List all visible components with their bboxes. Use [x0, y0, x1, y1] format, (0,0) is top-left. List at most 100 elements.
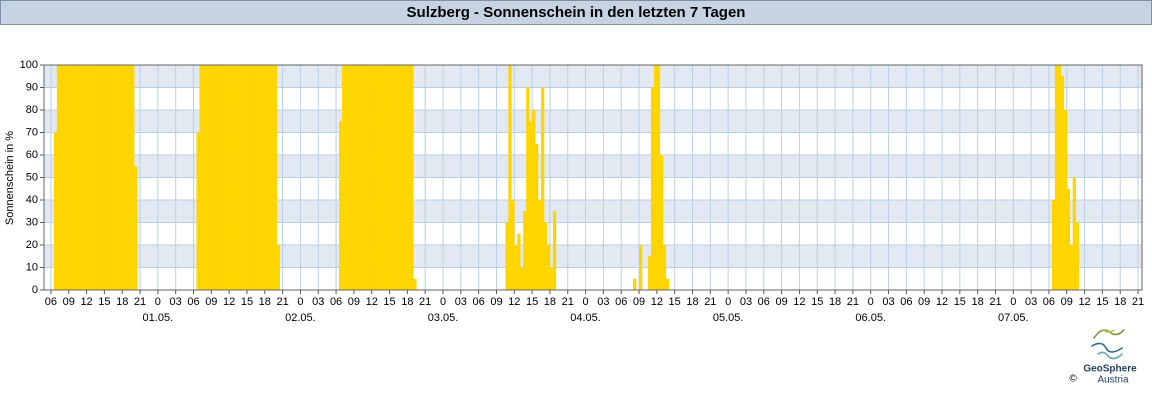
x-tick-label: 15: [98, 296, 110, 308]
bar: [395, 65, 399, 290]
y-tick-label: 60: [26, 149, 38, 161]
bar: [95, 65, 99, 290]
y-tick-label: 70: [26, 126, 38, 138]
y-axis-label: Sonnenschein in %: [4, 131, 16, 225]
x-tick-label: 06: [900, 296, 912, 308]
x-tick-label: 09: [633, 296, 645, 308]
bar: [401, 65, 405, 290]
bar: [639, 245, 643, 290]
bar: [532, 110, 536, 290]
x-tick-label: 15: [1096, 296, 1108, 308]
x-tick-label: 21: [562, 296, 574, 308]
y-tick-label: 20: [26, 239, 38, 251]
bar: [665, 278, 670, 290]
x-tick-label: 0: [155, 296, 161, 308]
bar: [1051, 200, 1056, 290]
y-tick-label: 50: [26, 171, 38, 183]
bar: [1066, 188, 1071, 290]
x-tick-label: 15: [383, 296, 395, 308]
date-label: 04.05.: [570, 312, 601, 324]
bar: [1054, 65, 1059, 290]
date-label: 07.05.: [998, 312, 1029, 324]
bar: [273, 65, 277, 290]
bar: [223, 65, 227, 290]
x-tick-label: 06: [473, 296, 485, 308]
x-tick-label: 09: [918, 296, 930, 308]
x-tick-label: 12: [793, 296, 805, 308]
y-tick-label: 30: [26, 216, 38, 228]
x-tick-label: 06: [615, 296, 627, 308]
bar: [353, 65, 358, 290]
logo-name: GeoSphere: [1083, 364, 1137, 375]
x-tick-label: 09: [1061, 296, 1073, 308]
bar: [59, 65, 64, 290]
logo-country: Austria: [1097, 375, 1129, 386]
bar: [359, 65, 364, 290]
plot-area: 06 09 12 15 18 21 0 03 06 09 12 15 18 21 0 03 06 09 12 15 18…: [20, 59, 1145, 324]
x-tick-label: 18: [259, 296, 271, 308]
x-tick-label: 09: [348, 296, 360, 308]
bar: [662, 245, 667, 290]
x-tick-label: 12: [366, 296, 378, 308]
bar: [270, 65, 274, 290]
x-tick-label: 12: [223, 296, 235, 308]
x-tick-label: 03: [170, 296, 182, 308]
x-tick-label: 09: [63, 296, 75, 308]
x-tick-label: 03: [455, 296, 467, 308]
bar: [125, 65, 129, 290]
bar: [232, 65, 236, 290]
bar: [514, 245, 518, 290]
bar: [131, 65, 135, 290]
bar: [549, 267, 554, 290]
bar: [365, 65, 370, 290]
x-tick-label: 18: [1114, 296, 1126, 308]
bar: [65, 65, 70, 290]
bar: [68, 65, 73, 290]
bar: [362, 65, 367, 290]
logo-icon: [1091, 329, 1125, 360]
bar: [71, 65, 75, 290]
x-tick-label: 06: [330, 296, 342, 308]
x-tick-label: 03: [740, 296, 752, 308]
x-tick-label: 15: [669, 296, 681, 308]
bar: [413, 278, 417, 290]
bar: [552, 211, 557, 290]
bar: [368, 65, 373, 290]
x-tick-label: 21: [847, 296, 859, 308]
bar: [249, 65, 254, 290]
bar: [53, 132, 58, 290]
bar: [261, 65, 266, 290]
x-tick-label: 12: [80, 296, 92, 308]
bar: [347, 65, 352, 290]
x-tick-label: 18: [116, 296, 128, 308]
bar: [389, 65, 393, 290]
bar: [98, 65, 102, 290]
bar: [1069, 245, 1073, 290]
bar: [122, 65, 126, 290]
plot-frame: [43, 64, 1143, 291]
bar: [344, 65, 349, 290]
bar: [104, 65, 108, 290]
x-tick-label: 12: [936, 296, 948, 308]
x-tick-label: 09: [775, 296, 787, 308]
bar: [656, 65, 661, 290]
bar: [211, 65, 215, 290]
bar: [205, 65, 209, 290]
bar: [241, 65, 245, 290]
bar: [410, 65, 414, 290]
x-tick-label: 15: [526, 296, 538, 308]
bar: [392, 65, 396, 290]
x-tick-label: 18: [544, 296, 556, 308]
x-tick-label: 21: [419, 296, 431, 308]
bar: [246, 65, 251, 290]
date-label: 03.05.: [428, 312, 459, 324]
x-tick-label: 0: [440, 296, 446, 308]
bar: [407, 65, 411, 290]
bar: [196, 132, 200, 290]
x-tick-label: 21: [276, 296, 288, 308]
bar: [371, 65, 375, 290]
bar: [1057, 65, 1062, 290]
bar: [1072, 177, 1076, 290]
bar: [101, 65, 105, 290]
